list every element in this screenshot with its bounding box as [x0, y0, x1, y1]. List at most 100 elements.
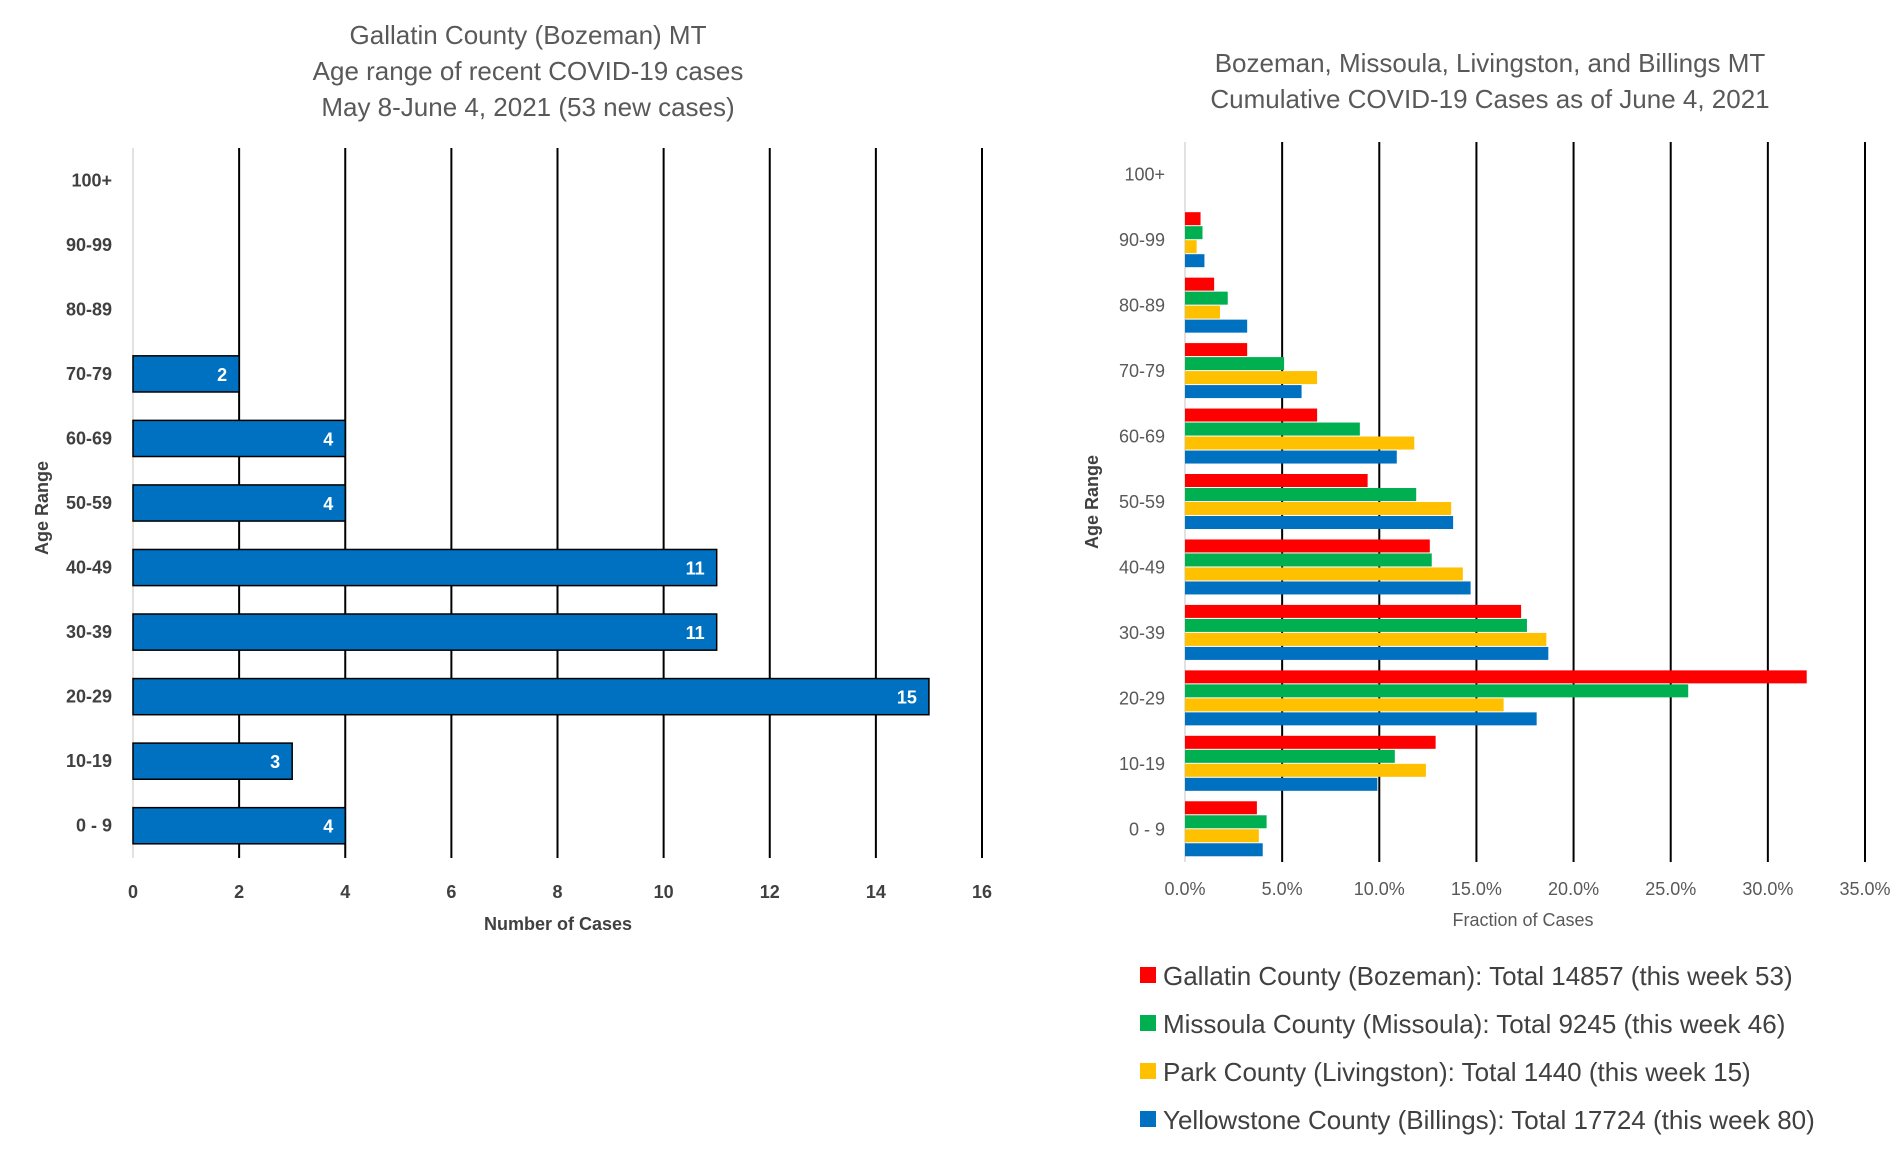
left-data-labels: 4 3 15 11 11 4 4 2 [217, 365, 917, 837]
right-bar [1185, 422, 1360, 436]
right-bar [1185, 516, 1454, 529]
right-bar [1185, 632, 1547, 646]
left-bars [132, 355, 930, 845]
right-bar [1185, 474, 1368, 487]
right-y-tick-label: 50-59 [1119, 492, 1165, 512]
left-bar [132, 355, 240, 393]
left-x-tick-labels: 0 2 4 6 8 10 12 14 16 [128, 882, 992, 902]
left-title-line: May 8-June 4, 2021 (53 new cases) [321, 92, 734, 122]
right-x-tick-label: 15.0% [1451, 879, 1502, 899]
right-y-tick-label: 0 - 9 [1129, 819, 1165, 839]
right-x-tick-label: 25.0% [1645, 879, 1696, 899]
left-y-tick-label: 30-39 [66, 622, 112, 642]
left-bar [132, 548, 718, 587]
right-bar [1185, 343, 1248, 357]
right-bar [1185, 502, 1452, 515]
right-y-tick-label: 20-29 [1119, 688, 1165, 708]
right-bar [1185, 240, 1197, 254]
right-bar [1185, 749, 1395, 763]
right-y-tick-labels: 0 - 9 10-19 20-29 30-39 40-49 50-59 60-69 70-79… [1119, 165, 1165, 840]
right-bar [1185, 371, 1318, 385]
right-y-tick-label: 60-69 [1119, 427, 1165, 447]
right-legend: Gallatin County (Bozeman): Total 14857 (… [1140, 961, 1815, 1135]
left-data-label: 2 [217, 365, 227, 385]
right-bar [1185, 567, 1463, 581]
left-data-label: 11 [686, 623, 705, 643]
right-bar [1185, 305, 1220, 319]
left-y-tick-label: 90-99 [66, 235, 112, 255]
legend-swatch [1140, 1111, 1156, 1127]
left-y-tick-label: 20-29 [66, 687, 112, 707]
left-x-tick-label: 2 [234, 882, 244, 902]
right-y-tick-label: 100+ [1124, 165, 1165, 185]
left-title-line: Gallatin County (Bozeman) MT [350, 20, 707, 50]
right-bar [1185, 829, 1259, 843]
left-x-tick-label: 0 [128, 882, 138, 902]
legend-swatch [1140, 967, 1156, 983]
right-y-tick-label: 40-49 [1119, 557, 1165, 577]
right-x-tick-label: 30.0% [1742, 879, 1793, 899]
right-bar [1185, 319, 1248, 333]
legend-entry: Park County (Livingston): Total 1440 (th… [1163, 1057, 1751, 1087]
legend-swatch [1140, 1015, 1156, 1031]
right-bar [1185, 670, 1807, 684]
right-bar [1185, 581, 1471, 595]
right-bar [1185, 408, 1318, 422]
left-x-axis-label: Number of Cases [484, 914, 632, 934]
left-bar [132, 484, 346, 522]
left-chart: Gallatin County (Bozeman) MT Age range of… [32, 20, 992, 934]
left-y-tick-label: 40-49 [66, 558, 112, 578]
right-bar [1185, 646, 1549, 660]
left-x-tick-label: 8 [552, 882, 562, 902]
right-bar [1185, 815, 1267, 829]
left-x-tick-label: 16 [972, 882, 992, 902]
legend-swatch [1140, 1063, 1156, 1079]
left-x-tick-label: 14 [866, 882, 886, 902]
left-x-tick-label: 10 [654, 882, 674, 902]
right-bar [1185, 698, 1504, 712]
right-chart-title: Bozeman, Missoula, Livingston, and Billi… [1210, 48, 1769, 114]
right-bar [1185, 226, 1203, 240]
left-data-label: 15 [897, 688, 917, 708]
right-title-line: Cumulative COVID-19 Cases as of June 4, … [1210, 84, 1769, 114]
legend-entry: Yellowstone County (Billings): Total 177… [1163, 1105, 1815, 1135]
left-y-tick-label: 0 - 9 [76, 816, 112, 836]
right-x-tick-labels: 0.0% 5.0% 10.0% 15.0% 20.0% 25.0% 30.0% 35.0% [1164, 879, 1890, 899]
right-x-tick-label: 35.0% [1839, 879, 1890, 899]
right-bar [1185, 436, 1415, 450]
right-bar [1185, 801, 1257, 815]
left-data-label: 11 [686, 559, 705, 579]
right-x-tick-label: 0.0% [1164, 879, 1205, 899]
left-y-tick-label: 80-89 [66, 299, 112, 319]
left-x-tick-label: 4 [340, 882, 350, 902]
right-x-tick-label: 5.0% [1262, 879, 1303, 899]
right-bar [1185, 712, 1537, 726]
left-data-label: 4 [323, 494, 333, 514]
right-bar [1185, 488, 1417, 501]
left-bar [132, 419, 346, 458]
left-y-tick-label: 50-59 [66, 493, 112, 513]
right-bar [1185, 843, 1263, 857]
right-bar [1185, 618, 1527, 632]
right-y-tick-label: 80-89 [1119, 296, 1165, 316]
right-y-tick-label: 90-99 [1119, 230, 1165, 250]
left-data-label: 4 [323, 817, 333, 837]
right-y-axis-label: Age Range [1082, 455, 1102, 549]
right-bar [1185, 735, 1436, 749]
legend-entry: Missoula County (Missoula): Total 9245 (… [1163, 1009, 1785, 1039]
left-gridlines [132, 148, 983, 858]
left-y-tick-label: 10-19 [66, 751, 112, 771]
left-y-tick-label: 60-69 [66, 428, 112, 448]
left-bar [132, 806, 346, 845]
left-bar [132, 677, 930, 716]
left-y-tick-label: 100+ [71, 170, 112, 190]
right-bar [1185, 604, 1522, 618]
left-bar [132, 742, 293, 781]
right-y-tick-label: 10-19 [1119, 754, 1165, 774]
right-bar [1185, 450, 1397, 464]
right-bar [1185, 763, 1426, 777]
right-bar [1185, 553, 1432, 567]
right-bars [1185, 212, 1807, 857]
left-x-tick-label: 12 [760, 882, 780, 902]
